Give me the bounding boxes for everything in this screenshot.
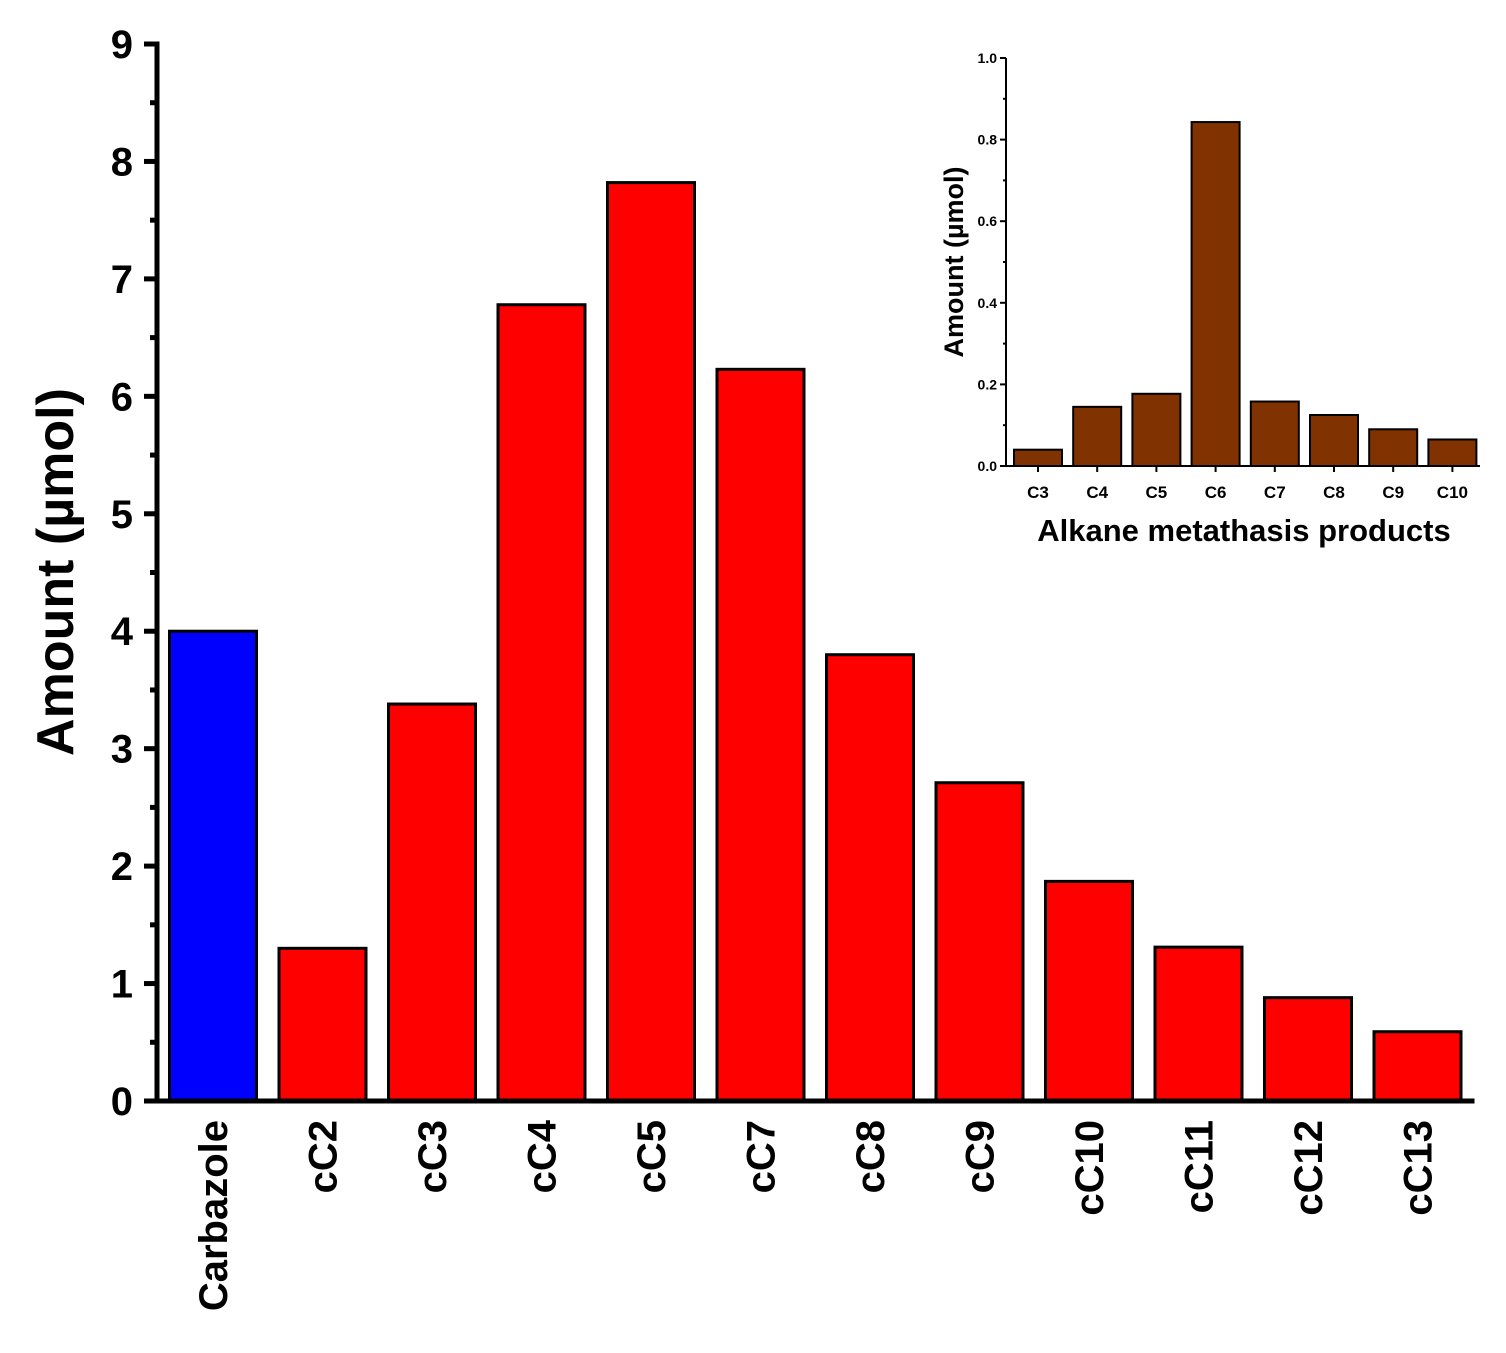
- inset-y-tick-label: 0.4: [978, 295, 998, 311]
- inset-y-axis-title: Amount (µmol): [939, 166, 969, 357]
- main-y-tick-label: 3: [111, 728, 133, 772]
- inset-category-label: C5: [1146, 483, 1168, 502]
- main-category-label: cC13: [1397, 1120, 1441, 1216]
- main-y-tick-label: 5: [111, 493, 133, 537]
- inset-bar-C6: [1190, 121, 1241, 467]
- inset-y-ticks: 0.0 0.2 0.4 0.6 0.8 1.0: [978, 50, 1006, 474]
- inset-bar-C8: [1309, 414, 1359, 467]
- inset-category-label: C4: [1086, 483, 1108, 502]
- inset-category-label: C3: [1027, 483, 1049, 502]
- main-y-tick-label: 8: [111, 140, 133, 184]
- main-bar-chart: 0 1 2 3 4 5 6 7 8 9 Carbazole cC2 cC3 cC4 cC5 cC7 cC8 cC…: [27, 23, 1475, 1311]
- main-category-label: cC5: [630, 1120, 674, 1193]
- inset-y-tick-label: 1.0: [978, 50, 998, 66]
- main-bar-cC11: [1153, 945, 1244, 1103]
- main-bars: [168, 181, 1463, 1103]
- inset-category-label: C9: [1382, 483, 1404, 502]
- inset-y-tick-label: 0.6: [978, 213, 998, 229]
- inset-bar-C7: [1249, 400, 1300, 468]
- main-category-label: cC11: [1178, 1120, 1222, 1213]
- main-category-label: cC10: [1068, 1120, 1112, 1216]
- main-category-label: cC7: [740, 1120, 784, 1193]
- main-bar-cC3: [387, 702, 477, 1103]
- main-bar-cC4: [496, 303, 587, 1103]
- inset-category-label: C8: [1323, 483, 1345, 502]
- main-y-tick-label: 6: [111, 375, 133, 419]
- main-category-labels: Carbazole cC2 cC3 cC4 cC5 cC7 cC8 cC9 cC10 cC11 cC…: [192, 1119, 1441, 1311]
- inset-bar-chart: 0.0 0.2 0.4 0.6 0.8 1.0 C3 C4 C5 C6 C7 C8 C9 C10 Amo…: [939, 50, 1480, 548]
- main-bar-cC2: [277, 946, 368, 1103]
- main-bar-cC13: [1372, 1030, 1463, 1103]
- inset-bar-C5: [1131, 392, 1182, 467]
- inset-x-axis-title: Alkane metathasis products: [1037, 513, 1450, 548]
- inset-bar-C9: [1368, 428, 1419, 467]
- inset-category-label: C10: [1437, 483, 1468, 502]
- main-bar-cC12: [1263, 996, 1353, 1103]
- main-category-label: Carbazole: [192, 1120, 236, 1311]
- main-category-label: cC2: [302, 1120, 346, 1193]
- main-bar-cC5: [606, 181, 696, 1103]
- inset-category-label: C7: [1264, 483, 1286, 502]
- main-bar-cC8: [825, 653, 915, 1103]
- main-bar-cC9: [934, 781, 1025, 1103]
- inset-y-tick-label: 0.0: [978, 458, 998, 474]
- main-category-label: cC4: [521, 1119, 565, 1193]
- main-y-tick-label: 7: [111, 258, 133, 302]
- main-y-tick-label: 1: [111, 963, 133, 1007]
- inset-category-label: C6: [1205, 483, 1227, 502]
- inset-bar-C10: [1427, 438, 1478, 468]
- main-y-tick-label: 4: [111, 610, 134, 654]
- inset-y-tick-label: 0.8: [978, 132, 998, 148]
- main-bar-cC7: [715, 367, 806, 1103]
- inset-category-labels: C3 C4 C5 C6 C7 C8 C9 C10: [1027, 466, 1468, 502]
- main-y-tick-label: 2: [111, 845, 133, 889]
- main-y-tick-label: 9: [111, 23, 133, 67]
- inset-bar-C3: [1013, 448, 1063, 467]
- main-bar-Carbazole: [168, 629, 258, 1103]
- main-bar-cC10: [1044, 879, 1134, 1103]
- inset-bar-C4: [1072, 405, 1123, 467]
- inset-y-tick-label: 0.2: [978, 376, 998, 392]
- main-category-label: cC8: [849, 1120, 893, 1193]
- inset-bars: [1013, 121, 1478, 468]
- main-y-axis-title: Amount (µmol): [27, 388, 85, 756]
- main-y-ticks: 0 1 2 3 4 5 6 7 8 9: [111, 23, 157, 1124]
- main-category-label: cC9: [959, 1120, 1003, 1193]
- main-category-label: cC12: [1287, 1120, 1331, 1216]
- main-y-tick-label: 0: [111, 1080, 133, 1124]
- main-category-label: cC3: [411, 1120, 455, 1193]
